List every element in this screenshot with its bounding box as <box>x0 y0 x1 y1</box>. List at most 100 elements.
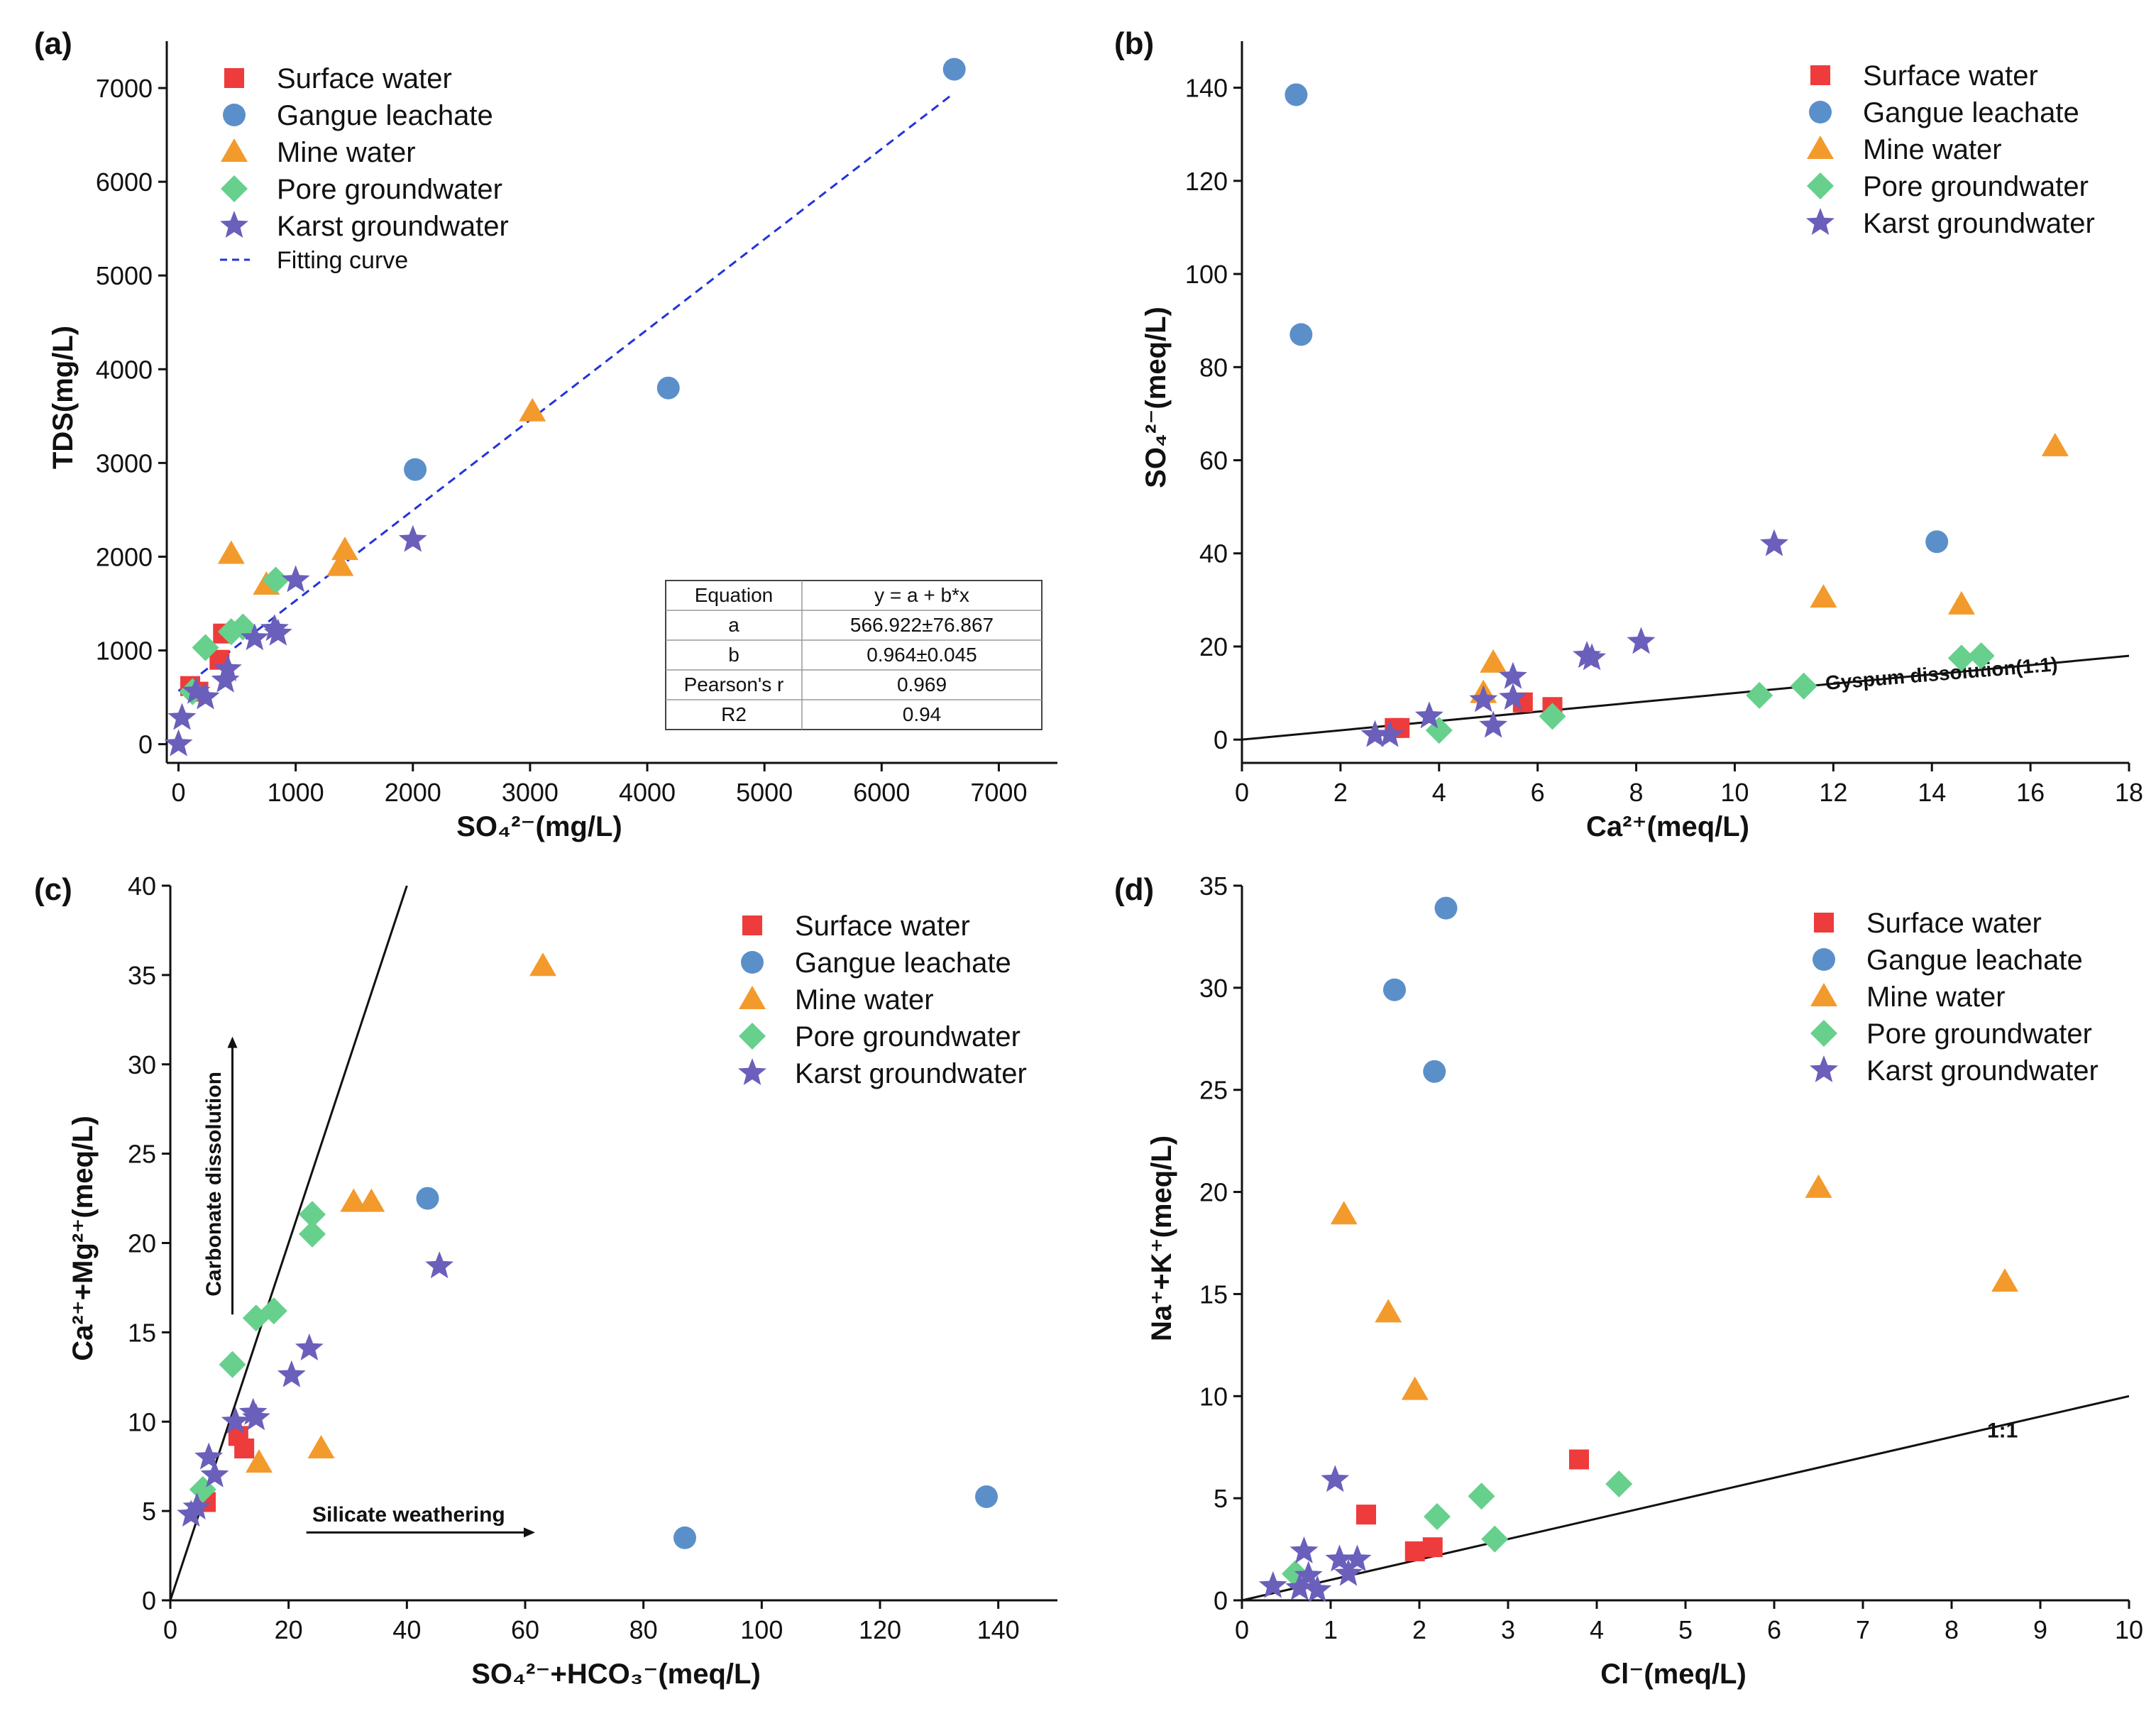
x-axis-label: Cl⁻(meq/L) <box>1600 1659 1747 1690</box>
fit-results-table: Equation y = a + b*x a 566.922±76.867 b 0.964… <box>665 580 1043 730</box>
legend-label: Surface water <box>1863 60 2038 92</box>
series-gangue-leachate <box>1285 83 1949 554</box>
data-point <box>1289 323 1313 346</box>
legend-marker <box>1810 1055 1838 1082</box>
data-point <box>1605 1470 1633 1498</box>
data-point <box>529 952 556 977</box>
x-tick-label: 1000 <box>268 778 324 807</box>
legend-marker <box>1810 1020 1837 1047</box>
x-tick-label: 2 <box>1412 1615 1426 1644</box>
legend-marker <box>738 1058 766 1085</box>
panel-label: (a) <box>34 26 72 61</box>
legend-label: Surface water <box>277 63 452 94</box>
plot-area: 0 1 2 3 4 5 6 7 8 9 10 0 5 10 15 20 25 30 35 1:1 Surface wat… <box>1199 871 2143 1644</box>
legend-marker <box>224 68 244 88</box>
data-point <box>213 654 242 681</box>
y-tick-label: 30 <box>1199 974 1228 1003</box>
legend-marker <box>1806 208 1835 235</box>
series-mine-water <box>246 952 556 1473</box>
data-point <box>1746 681 1773 709</box>
data-point <box>942 57 966 81</box>
legend-marker <box>1807 172 1834 199</box>
table-cell: R2 <box>721 703 747 725</box>
data-point <box>1469 685 1498 713</box>
plot-area: 0 20 40 60 80 100 120 140 0 5 10 15 20 25 30 35 40 Carbon… <box>128 871 1057 1644</box>
data-point <box>1481 1525 1509 1553</box>
legend-marker <box>223 104 246 126</box>
carbonate-dissolution-label: Carbonate dissolution <box>202 1072 226 1297</box>
legend-marker <box>741 951 764 974</box>
legend-label: Karst groundwater <box>1866 1055 2099 1087</box>
legend-marker <box>221 138 248 162</box>
panel-d: (d) Cl⁻(meq/L) Na⁺+K⁺(meq/L) 0 1 2 3 4 5 6 7 8 9 1… <box>1114 871 2143 1690</box>
x-tick-label: 0 <box>171 778 185 807</box>
series-pore-groundwater <box>179 566 290 705</box>
data-point <box>1627 627 1656 654</box>
data-point <box>1404 1541 1425 1561</box>
series-gangue-leachate <box>416 1187 998 1549</box>
table-cell: 0.969 <box>897 673 947 695</box>
x-tick-label: 2 <box>1333 778 1348 807</box>
legend: Surface water Gangue leachate Mine water Po… <box>1806 60 2095 239</box>
data-point <box>1434 896 1458 920</box>
data-point <box>416 1187 439 1210</box>
x-tick-label: 3 <box>1501 1615 1515 1644</box>
x-tick-label: 5000 <box>736 778 793 807</box>
legend: Surface water Gangue leachate Mine water Po… <box>220 63 509 274</box>
y-tick-label: 25 <box>1199 1076 1228 1105</box>
x-tick-label: 6 <box>1767 1615 1781 1644</box>
data-point <box>164 729 193 757</box>
legend-label: Mine water <box>1863 134 2002 165</box>
data-point <box>1499 661 1527 689</box>
table-cell: Equation <box>695 584 774 606</box>
series-surface-water <box>1356 1449 1589 1561</box>
y-tick-label: 10 <box>1199 1382 1228 1411</box>
data-point <box>975 1485 998 1508</box>
series-karst-groundwater <box>1258 1465 1372 1602</box>
data-point <box>182 676 211 704</box>
table-cell: a <box>728 614 739 636</box>
x-tick-label: 60 <box>511 1615 539 1644</box>
data-point <box>1375 720 1404 747</box>
data-point <box>1258 1571 1287 1598</box>
legend-label: Pore groundwater <box>277 174 502 205</box>
x-axis-label: Ca²⁺(meq/L) <box>1586 811 1749 842</box>
data-point <box>1947 644 1975 672</box>
table-cell: 0.964±0.045 <box>867 644 977 666</box>
data-point <box>1578 643 1606 671</box>
legend-marker <box>1814 913 1834 933</box>
data-point <box>281 565 310 593</box>
data-point <box>1334 1558 1363 1586</box>
series-karst-groundwater <box>164 524 427 757</box>
x-tick-label: 16 <box>2016 778 2045 807</box>
legend-label: Surface water <box>1866 908 2042 939</box>
y-tick-label: 30 <box>128 1050 156 1079</box>
data-point <box>219 1351 246 1378</box>
y-tick-label: 4000 <box>96 355 153 384</box>
y-tick-label: 10 <box>128 1407 156 1436</box>
panel-c: (c) SO₄²⁻+HCO₃⁻(meq/L) Ca²⁺+Mg²⁺(meq/L) … <box>34 871 1057 1690</box>
data-point <box>246 1449 273 1473</box>
x-tick-label: 6000 <box>853 778 910 807</box>
data-point <box>656 376 680 400</box>
data-point <box>398 524 427 552</box>
data-point <box>1947 590 1975 615</box>
data-point <box>326 552 354 576</box>
y-tick-label: 60 <box>1199 446 1228 475</box>
legend-label: Gangue leachate <box>1866 945 2083 976</box>
silicate-arrow-head <box>524 1527 535 1538</box>
series-karst-groundwater <box>177 1251 454 1527</box>
x-tick-label: 10 <box>1720 778 1749 807</box>
y-tick-label: 35 <box>1199 871 1228 901</box>
y-tick-label: 35 <box>128 961 156 990</box>
data-point <box>404 458 427 481</box>
legend-label: Gangue leachate <box>277 100 493 131</box>
data-point <box>1375 1299 1402 1323</box>
x-tick-label: 18 <box>2115 778 2143 807</box>
x-tick-label: 4 <box>1432 778 1446 807</box>
data-point <box>1760 529 1788 556</box>
legend-label: Gangue leachate <box>795 947 1011 979</box>
data-point <box>331 537 358 561</box>
data-point <box>299 1220 326 1248</box>
data-point <box>1810 584 1837 608</box>
